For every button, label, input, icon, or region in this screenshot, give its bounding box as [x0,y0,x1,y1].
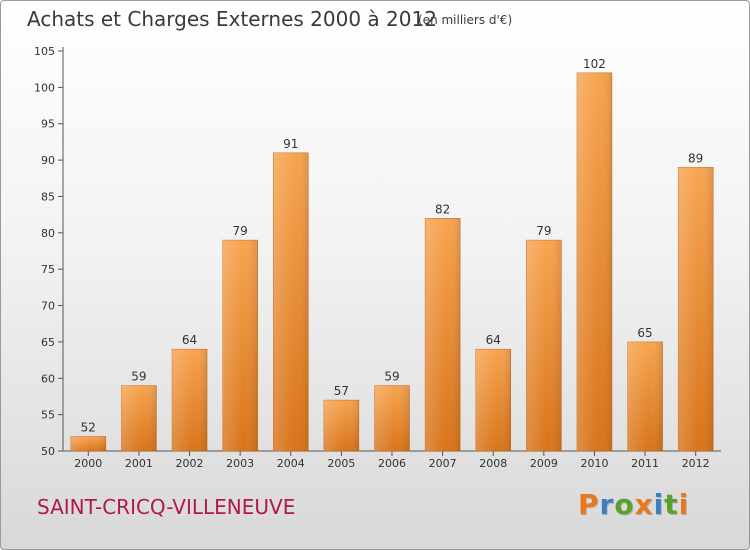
logo-letter: i [653,488,665,521]
bar-shade-2003 [222,240,258,451]
y-tick-label: 85 [41,190,55,203]
x-tick-label: 2000 [74,457,102,470]
x-tick-label: 2011 [631,457,659,470]
value-label-2005: 57 [334,384,349,398]
logo-letter: r [599,488,615,521]
commune-name: SAINT-CRICQ-VILLENEUVE [37,495,296,519]
x-tick-label: 2004 [277,457,305,470]
y-tick-label: 95 [41,118,55,131]
value-label-2011: 65 [637,326,652,340]
logo-letter: P [578,488,600,521]
bars [70,72,714,452]
y-tick-label: 100 [34,81,55,94]
proxiti-logo: Proxiti [578,488,689,521]
bar-shade-2012 [678,167,714,451]
bar-shade-2010 [576,72,612,452]
bar-shade-2004 [273,152,309,451]
logo-letter: t [664,488,679,521]
y-tick-label: 75 [41,263,55,276]
value-label-2002: 64 [182,333,197,347]
x-tick-label: 2001 [125,457,153,470]
y-tick-label: 65 [41,336,55,349]
value-label-2006: 59 [384,370,399,384]
value-label-2010: 102 [583,57,606,71]
axes: 50 55 60 65 70 75 80 85 90 95 100 105 2000 2001 2002 20… [34,45,721,470]
value-label-2009: 79 [536,224,551,238]
bar-shade-2002 [172,349,208,451]
x-tick-label: 2005 [327,457,355,470]
data-labels: 52 59 64 79 91 57 59 82 64 79 102 65 89 [81,57,704,435]
y-tick-label: 105 [34,45,55,58]
value-label-2008: 64 [486,333,501,347]
logo-letter: x [634,488,654,521]
value-label-2007: 82 [435,202,450,216]
x-tick-label: 2008 [479,457,507,470]
y-tick-label: 80 [41,227,55,240]
x-tick-label: 2009 [530,457,558,470]
value-label-2003: 79 [233,224,248,238]
bar-shade-2006 [374,385,410,451]
x-tick-label: 2006 [378,457,406,470]
chart-title: Achats et Charges Externes 2000 à 2012 [27,7,437,31]
y-tick-label: 90 [41,154,55,167]
x-tick-label: 2007 [429,457,457,470]
x-tick-label: 2012 [682,457,710,470]
x-tick-label: 2003 [226,457,254,470]
bar-shade-2000 [70,436,106,451]
x-tick-label: 2010 [580,457,608,470]
logo-letter: o [614,488,635,521]
y-tick-label: 50 [41,445,55,458]
y-tick-label: 60 [41,372,55,385]
y-tick-label: 55 [41,409,55,422]
bar-shade-2005 [323,400,359,451]
value-label-2012: 89 [688,151,703,165]
value-label-2001: 59 [131,370,146,384]
chart-subtitle: (en milliers d'€) [418,13,513,27]
bar-shade-2001 [121,385,157,451]
bar-shade-2009 [526,240,562,451]
bar-shade-2008 [475,349,511,451]
bar-shade-2011 [627,341,663,451]
logo-letter: i [678,488,690,521]
x-tick-label: 2002 [176,457,204,470]
bar-shade-2007 [425,218,461,451]
value-label-2000: 52 [81,420,96,434]
value-label-2004: 91 [283,137,298,151]
y-tick-label: 70 [41,300,55,313]
